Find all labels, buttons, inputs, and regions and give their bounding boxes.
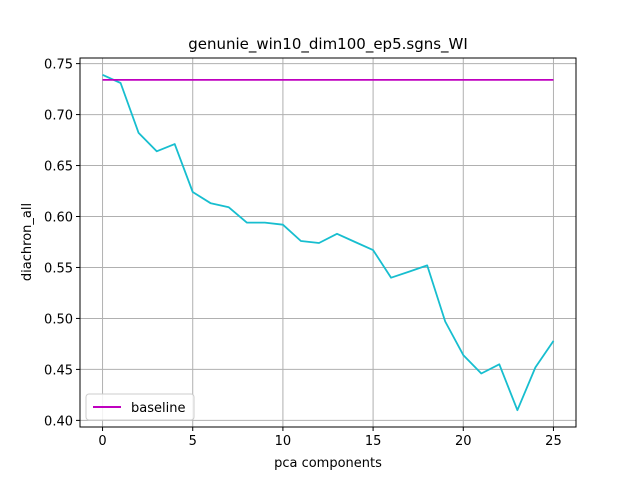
y-axis: 0.40 0.45 0.50 0.55 0.60 0.65 0.70 0.75 [44, 58, 80, 429]
x-tick-label: 0 [98, 434, 106, 449]
x-tick-label: 15 [365, 434, 382, 449]
legend-box [85, 393, 195, 421]
legend: baseline [85, 393, 195, 421]
y-tick-label: 0.60 [44, 211, 73, 226]
chart-title: genunie_win10_dim100_ep5.sgns_WI [188, 35, 468, 54]
y-tick-label: 0.65 [44, 160, 73, 175]
x-axis: 0 5 10 15 20 25 [98, 427, 562, 449]
x-tick-label: 20 [455, 434, 472, 449]
plot-frame [79, 57, 577, 428]
y-tick-label: 0.45 [44, 363, 73, 378]
x-tick-label: 10 [275, 434, 292, 449]
x-tick-label: 5 [189, 434, 197, 449]
x-axis-label: pca components [274, 456, 382, 471]
legend-label-baseline: baseline [131, 401, 185, 416]
y-tick-label: 0.50 [44, 312, 73, 327]
y-tick-label: 0.70 [44, 109, 73, 124]
y-tick-label: 0.40 [44, 414, 73, 429]
grid [80, 58, 576, 427]
y-tick-label: 0.55 [44, 261, 73, 276]
series-layer [102, 73, 555, 412]
y-tick-label: 0.75 [44, 58, 73, 73]
series-line-main [102, 73, 555, 412]
x-tick-label: 25 [545, 434, 562, 449]
y-axis-label: diachron_all [20, 203, 35, 281]
